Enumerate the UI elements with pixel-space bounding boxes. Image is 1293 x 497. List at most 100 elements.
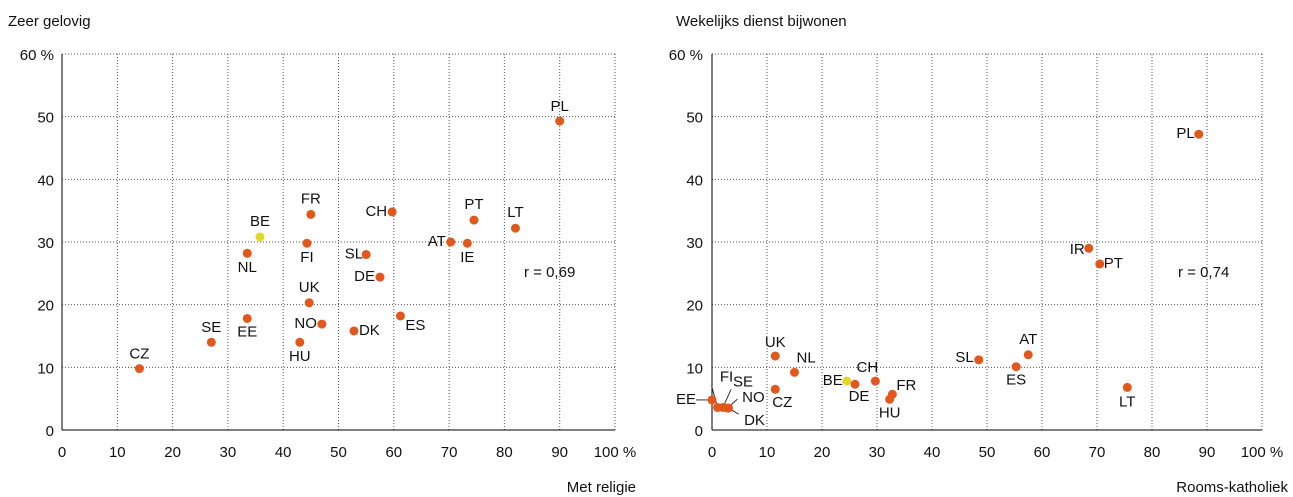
x-tick-label: 50 [979,444,996,461]
y-tick-label: 0 [46,423,54,440]
point-label: HU [289,348,311,365]
point-label: CZ [772,394,792,411]
point [842,376,852,386]
y-tick-label: 0 [695,423,703,440]
point-label: PL [1176,125,1194,142]
point [134,364,144,374]
point [870,376,880,386]
point-label: CH [365,203,387,220]
y-tick-label: 40 [686,172,703,189]
point-label: PL [551,98,569,115]
x-tick-label: 10 [109,444,126,461]
point-label: HU [879,404,901,421]
point [724,403,733,413]
point-label: FR [896,377,916,394]
point-label: BE [250,213,270,230]
point-label: BE [823,372,843,389]
annotation: r = 0,69 [524,264,575,281]
point [446,237,456,247]
x-tick-label: 40 [275,444,292,461]
point [242,313,252,323]
point-label: UK [765,334,786,351]
point-label: IR [1070,241,1085,258]
x-tick-label: 50 [330,444,347,461]
x-tick-label: 90 [551,444,568,461]
point [361,250,371,260]
x-tick-label: 80 [1144,444,1161,461]
x-axis-label: Met religie [567,479,636,496]
point-label: EE [237,323,257,340]
x-tick-label: 90 [1199,444,1216,461]
x-tick-label: 70 [441,444,458,461]
point [885,394,895,404]
x-tick-label: 60 [1034,444,1051,461]
point-label: ES [1006,372,1026,389]
point [255,232,265,242]
point [770,351,780,361]
point [790,367,799,377]
x-tick-label: 20 [164,444,181,461]
x-tick-label: 10 [759,444,776,461]
point [242,248,252,258]
x-tick-label: 100 % [1241,444,1284,461]
x-tick-label: 40 [924,444,941,461]
point-label: PT [464,196,483,213]
point [1023,350,1033,360]
point-label: DE [354,268,375,285]
point [302,238,312,248]
x-tick-label: 100 % [594,444,637,461]
point [206,337,216,347]
point [510,223,520,233]
y-tick-label: 30 [37,235,54,252]
x-tick-label: 70 [1089,444,1106,461]
point [395,311,405,321]
point [1122,382,1132,392]
point [469,215,479,225]
point [974,355,984,365]
point-label: NL [238,259,257,276]
x-tick-label: 30 [220,444,237,461]
point-label: AT [428,233,446,250]
point-label: FI [300,249,313,266]
point-label: CZ [129,346,149,363]
point [1011,362,1021,372]
point [770,384,780,394]
x-axis-label: Rooms-katholiek [1176,479,1288,496]
point [306,209,316,219]
y-tick-label: 40 [37,172,54,189]
y-tick-label: 20 [37,298,54,315]
point-label: EE [676,391,696,408]
point-label: CH [857,359,879,376]
x-tick-label: 80 [496,444,513,461]
point [387,207,397,217]
x-tick-label: 30 [869,444,886,461]
point-label: DK [359,322,380,339]
point [1194,129,1204,139]
point [707,395,717,405]
y-tick-label: 50 [686,110,703,127]
point-label: NL [797,349,816,366]
point-label: LT [1119,393,1135,410]
point-label: LT [507,204,523,221]
point [555,116,565,126]
chart-title: Zeer gelovig [8,13,91,30]
y-tick-label: 60 % [20,47,54,64]
x-tick-label: 0 [58,444,66,461]
point-label: FR [301,190,321,207]
point [462,238,472,248]
x-tick-label: 20 [814,444,831,461]
point [317,319,327,329]
point [1084,243,1094,253]
point-label: SL [955,349,973,366]
point [850,379,860,389]
point-label: SE [201,319,221,336]
point-label: DK [744,412,765,429]
x-tick-label: 0 [708,444,716,461]
point-label: FI [720,368,733,385]
point-label: SL [345,246,363,263]
point [349,326,359,336]
point-label: SE [733,373,753,390]
point [1095,259,1105,269]
y-tick-label: 20 [686,298,703,315]
